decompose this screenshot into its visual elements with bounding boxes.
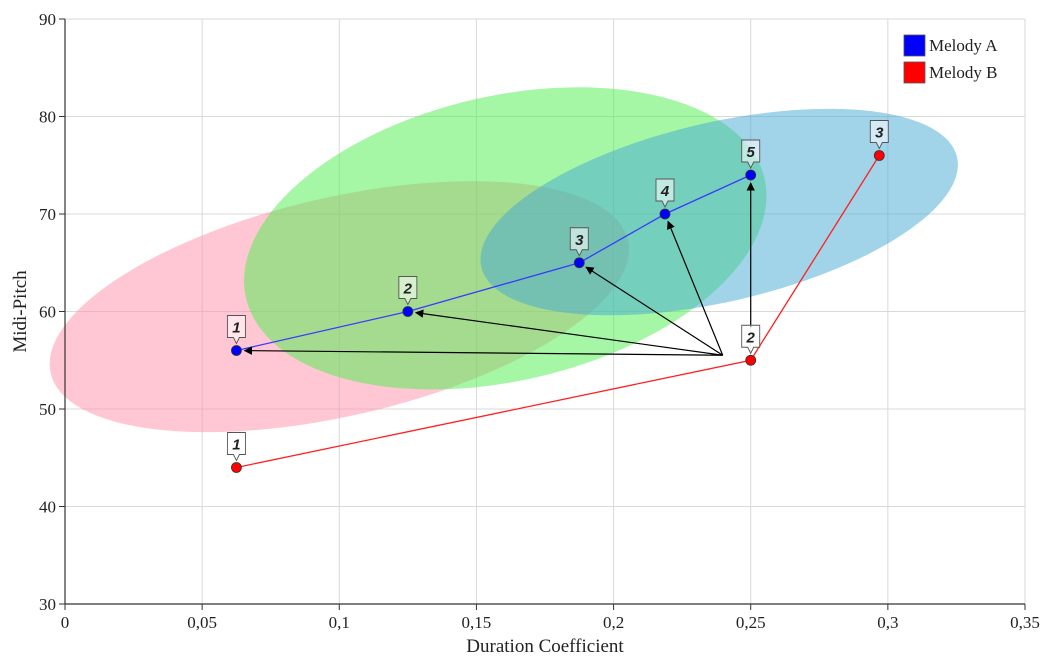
legend-swatch xyxy=(903,34,926,57)
point-label-box xyxy=(655,178,675,209)
y-tick-label: 80 xyxy=(39,108,56,127)
point-label: 4 xyxy=(660,183,670,200)
point-label: 5 xyxy=(747,144,756,161)
point-labels: 1 2 3 4 5 1 2 3 xyxy=(226,120,889,462)
x-tick-label: 0,3 xyxy=(877,613,898,632)
x-tick-label: 0,05 xyxy=(187,613,217,632)
cluster-regions xyxy=(49,87,958,433)
x-tick-label: 0,1 xyxy=(329,613,350,632)
arrow xyxy=(243,346,723,356)
arrow xyxy=(585,266,724,356)
y-tick-label: 40 xyxy=(39,498,56,517)
data-point xyxy=(573,257,585,269)
data-points xyxy=(231,150,885,473)
point-label: 1 xyxy=(232,437,240,454)
point-label-box xyxy=(398,276,418,306)
point-label-box xyxy=(741,139,761,170)
data-point xyxy=(745,354,757,366)
data-point xyxy=(873,150,885,161)
axes: 0 0,05 0,1 0,15 0,2 0,25 0,3 0,35 30 40 50 60 70 80 90 xyxy=(39,10,1040,632)
y-tick-label: 70 xyxy=(39,205,56,224)
point-label: 1 xyxy=(232,320,240,337)
y-tick-label: 30 xyxy=(39,595,56,614)
point-label-box xyxy=(226,432,246,462)
point-label: 2 xyxy=(403,281,413,298)
x-tick-label: 0,2 xyxy=(603,613,624,632)
legend-swatch xyxy=(903,61,926,84)
data-point xyxy=(745,169,757,181)
y-tick-label: 50 xyxy=(39,400,56,419)
arrow xyxy=(414,309,723,356)
y-tick-label: 60 xyxy=(39,303,56,322)
point-label: 2 xyxy=(746,329,756,346)
x-axis-title: Duration Coefficient xyxy=(466,636,624,657)
point-label-box xyxy=(569,227,589,257)
arrows xyxy=(243,182,755,356)
y-tick-label: 90 xyxy=(39,10,56,29)
legend-label: Melody B xyxy=(929,63,997,82)
legend: Melody A Melody B xyxy=(903,34,998,84)
point-label: 3 xyxy=(875,125,884,142)
legend-label: Melody A xyxy=(929,36,998,55)
point-label-box xyxy=(226,315,246,345)
point-label-box xyxy=(741,324,761,355)
x-tick-label: 0,35 xyxy=(1010,613,1040,632)
cluster-ellipse xyxy=(480,108,958,316)
point-label: 3 xyxy=(575,232,584,249)
data-point xyxy=(402,306,414,317)
data-point xyxy=(231,462,242,473)
arrow xyxy=(666,220,724,356)
x-tick-label: 0 xyxy=(61,613,70,632)
data-point xyxy=(659,208,671,220)
data-point xyxy=(231,345,242,356)
y-axis-title: Midi-Pitch xyxy=(10,270,31,353)
x-tick-label: 0,15 xyxy=(462,613,492,632)
point-label-box xyxy=(869,120,889,150)
x-tick-label: 0,25 xyxy=(736,613,766,632)
